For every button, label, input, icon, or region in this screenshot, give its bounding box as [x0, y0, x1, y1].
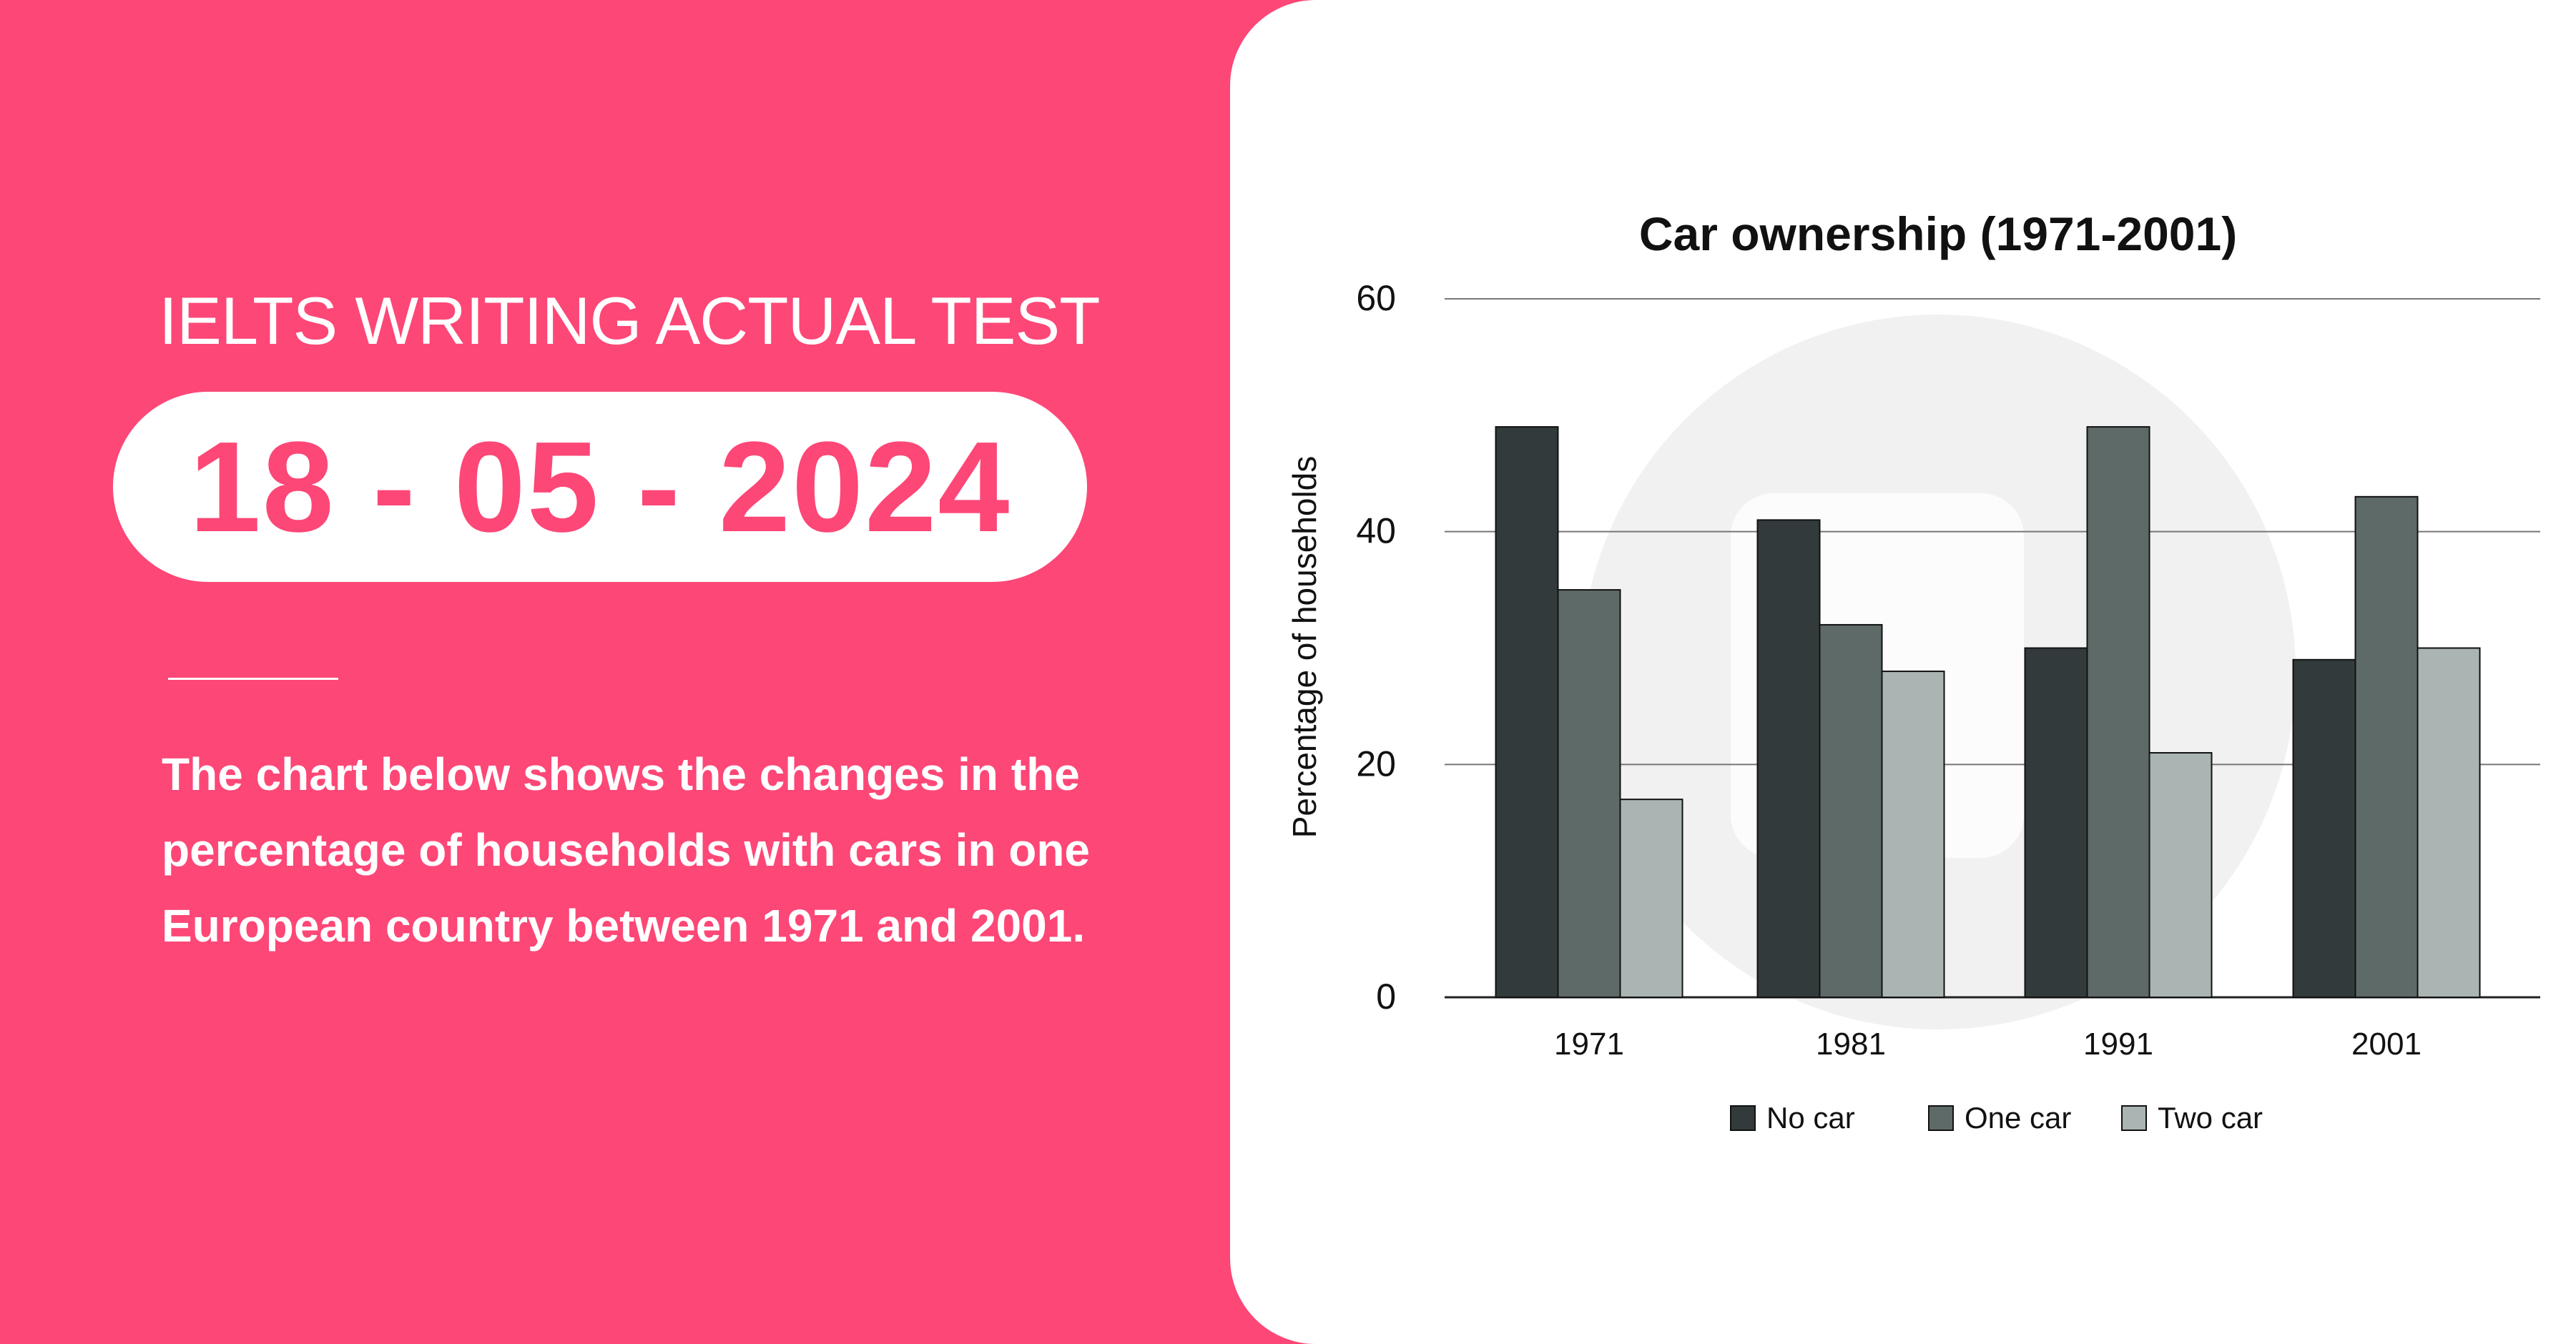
bar-no-car-2001	[2292, 658, 2356, 998]
legend-swatch	[2121, 1105, 2147, 1131]
bars	[1495, 426, 2481, 999]
bar-one-car-2001	[2354, 495, 2419, 998]
x-tick-label: 2001	[2351, 1027, 2422, 1062]
bar-two-car-1971	[1619, 799, 1683, 999]
bar-two-car-1981	[1881, 671, 1945, 998]
chart-card: Car ownership (1971-2001) Percentage of …	[1230, 0, 2576, 1344]
y-tick-label: 60	[1356, 278, 1396, 318]
y-tick-label: 20	[1356, 743, 1396, 784]
task-description: The chart below shows the changes in the…	[162, 748, 1090, 952]
left-panel: IELTS WRITING ACTUAL TEST 18 - 05 - 2024…	[0, 0, 1230, 1344]
y-axis-label: Percentage of households	[1286, 456, 1323, 839]
bar-no-car-1991	[2024, 647, 2088, 998]
bar-no-car-1971	[1495, 426, 1559, 998]
divider-line	[168, 678, 338, 680]
y-tick-label: 40	[1356, 511, 1396, 551]
bar-chart: Car ownership (1971-2001) Percentage of …	[1286, 207, 2540, 1135]
test-date: 18 - 05 - 2024	[189, 415, 1011, 559]
x-tick-label: 1981	[1816, 1027, 1886, 1062]
y-tick-label: 0	[1376, 977, 1396, 1017]
x-tick-label: 1971	[1554, 1027, 1624, 1062]
date-pill: 18 - 05 - 2024	[113, 392, 1087, 582]
bar-one-car-1971	[1557, 589, 1621, 998]
legend-label: One car	[1965, 1101, 2071, 1135]
legend-swatch	[1928, 1105, 1954, 1131]
bar-two-car-2001	[2417, 647, 2481, 998]
bar-two-car-1991	[2148, 752, 2213, 999]
bar-no-car-1981	[1756, 519, 1821, 998]
legend-label: No car	[1766, 1101, 1855, 1135]
x-tick-label: 1991	[2083, 1027, 2153, 1062]
y-axis-ticks: 0 20 40 60	[1356, 278, 1396, 1017]
x-axis-ticks: 1971 1981 1991 2001	[1554, 1027, 2422, 1062]
legend-swatch	[1730, 1105, 1756, 1131]
bar-one-car-1981	[1819, 623, 1883, 998]
chart-title: Car ownership (1971-2001)	[1639, 207, 2237, 260]
legend-label: Two car	[2158, 1101, 2263, 1135]
test-heading: IELTS WRITING ACTUAL TEST	[159, 283, 1101, 358]
bar-one-car-1991	[2086, 426, 2150, 998]
legend: No car One car Two car	[1730, 1101, 2263, 1135]
